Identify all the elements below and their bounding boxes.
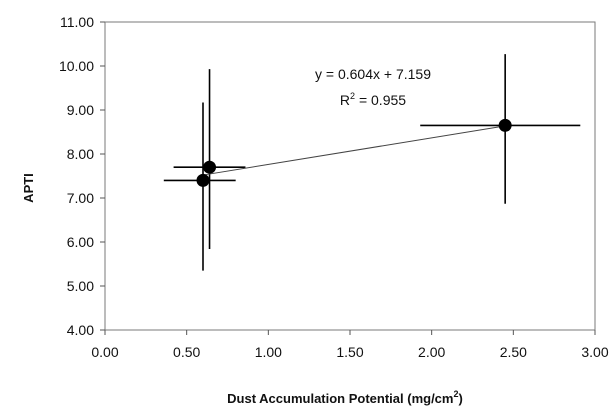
plot-area: [104, 21, 596, 331]
y-tick-label: 4.00: [67, 322, 94, 338]
trend-equation-label: y = 0.604x + 7.159: [315, 66, 431, 82]
y-tick-label: 9.00: [67, 102, 94, 118]
x-axis-title: Dust Accumulation Potential (mg/cm2): [227, 389, 463, 406]
y-tick-label: 7.00: [67, 190, 94, 206]
y-axis: 4.00 5.00 6.00 7.00 8.00 9.00 10.00 11.00: [59, 14, 105, 338]
data-point: [196, 173, 210, 187]
x-tick-label: 1.00: [255, 344, 282, 360]
y-tick-label: 5.00: [67, 278, 94, 294]
y-tick-label: 8.00: [67, 146, 94, 162]
x-tick-label: 2.50: [500, 344, 527, 360]
data-points: [196, 118, 512, 187]
x-tick-label: 0.50: [173, 344, 200, 360]
r-squared-label: R2 = 0.955: [340, 91, 406, 108]
x-tick-label: 2.00: [418, 344, 445, 360]
y-tick-label: 11.00: [60, 14, 94, 30]
data-point: [203, 160, 217, 174]
data-point: [498, 118, 512, 132]
x-tick-label: 1.50: [336, 344, 363, 360]
y-axis-title: APTI: [21, 173, 36, 203]
y-tick-label: 10.00: [59, 58, 94, 74]
x-axis: 0.00 0.50 1.00 1.50 2.00 2.50 3.00: [91, 330, 609, 360]
y-tick-label: 6.00: [67, 234, 94, 250]
trendline: [202, 125, 506, 176]
x-tick-label: 0.00: [91, 344, 118, 360]
x-tick-label: 3.00: [581, 344, 608, 360]
